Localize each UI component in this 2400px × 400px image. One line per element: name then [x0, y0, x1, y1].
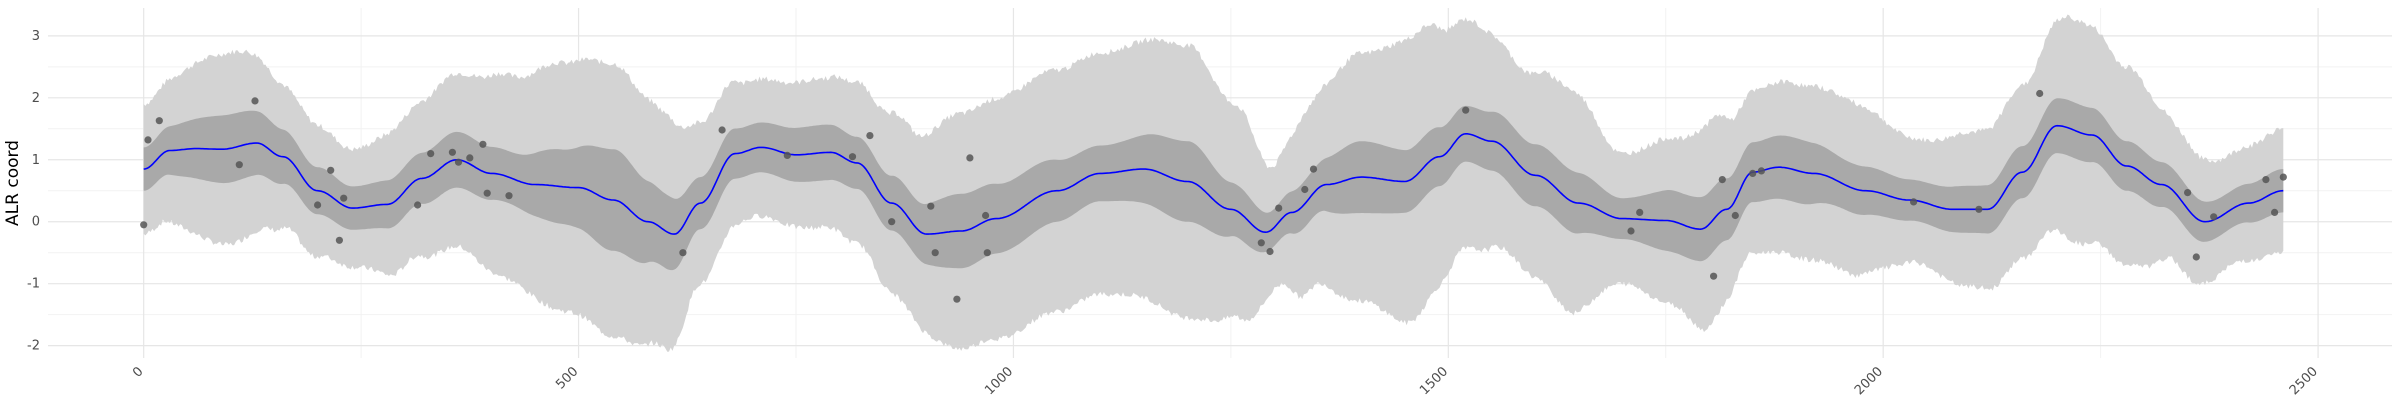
- data-point: [1718, 176, 1726, 184]
- data-point: [2192, 253, 2200, 261]
- data-point: [314, 201, 322, 209]
- data-point: [155, 117, 163, 125]
- data-point: [483, 189, 491, 197]
- data-point: [2262, 176, 2270, 184]
- data-point: [414, 201, 422, 209]
- data-point: [679, 249, 687, 257]
- y-tick-label: -1: [27, 277, 40, 292]
- data-point: [783, 151, 791, 159]
- data-point: [448, 148, 456, 156]
- data-point: [927, 202, 935, 210]
- data-point: [1266, 247, 1274, 256]
- x-axis-ticks: 0 500 1000 1500 2000 2500: [130, 364, 2321, 398]
- data-point: [718, 126, 726, 134]
- data-point: [144, 136, 152, 144]
- y-tick-label: 0: [32, 215, 40, 230]
- data-point: [1257, 239, 1265, 247]
- data-point: [251, 97, 259, 105]
- data-point: [966, 154, 974, 162]
- data-point: [235, 161, 243, 169]
- y-tick-label: 3: [32, 29, 40, 44]
- data-point: [1710, 272, 1718, 280]
- data-point: [340, 194, 348, 202]
- data-point: [2210, 213, 2218, 221]
- bands: [143, 14, 2284, 352]
- data-point: [1975, 205, 1983, 213]
- x-tick-label: 1000: [982, 364, 1016, 398]
- y-tick-label: 2: [32, 91, 40, 106]
- x-tick-label: 1500: [1417, 364, 1451, 398]
- data-point: [1757, 167, 1765, 175]
- data-point: [140, 221, 148, 229]
- data-point: [931, 249, 939, 257]
- x-tick-label: 2500: [2287, 364, 2321, 398]
- data-point: [335, 236, 343, 244]
- data-point: [2036, 89, 2044, 98]
- data-point: [982, 211, 990, 220]
- data-point: [1731, 211, 1739, 220]
- data-point: [848, 153, 857, 161]
- x-tick-label: 2000: [1852, 364, 1886, 398]
- data-point: [1636, 208, 1644, 216]
- data-point: [505, 192, 513, 200]
- y-tick-label: 1: [32, 153, 40, 168]
- data-point: [866, 132, 874, 140]
- data-point: [1749, 169, 1757, 177]
- data-point: [2271, 208, 2279, 216]
- data-point: [327, 166, 335, 174]
- data-point: [888, 218, 896, 226]
- data-point: [466, 154, 474, 162]
- data-point: [2279, 173, 2287, 181]
- observation-points: [140, 89, 2287, 303]
- y-axis-ticks: -2 -1 0 1 2 3: [27, 29, 40, 354]
- y-axis-label: ALR coord: [3, 140, 23, 226]
- data-point: [1301, 185, 1309, 194]
- data-point: [983, 249, 991, 257]
- data-point: [427, 150, 435, 158]
- data-point: [479, 140, 487, 148]
- mean-line-layer: [143, 124, 2284, 235]
- data-point: [1627, 227, 1635, 235]
- data-point: [454, 158, 463, 166]
- data-point: [1910, 198, 1918, 206]
- data-point: [2184, 189, 2192, 197]
- inner-credible-band: [143, 98, 2284, 271]
- mean-line: [143, 124, 2284, 235]
- y-tick-label: -2: [27, 339, 40, 354]
- data-point: [953, 295, 961, 303]
- data-point: [1462, 106, 1470, 114]
- data-point: [1275, 204, 1283, 212]
- data-point: [1309, 165, 1318, 173]
- x-tick-label: 0: [130, 364, 146, 380]
- x-tick-label: 500: [553, 364, 581, 392]
